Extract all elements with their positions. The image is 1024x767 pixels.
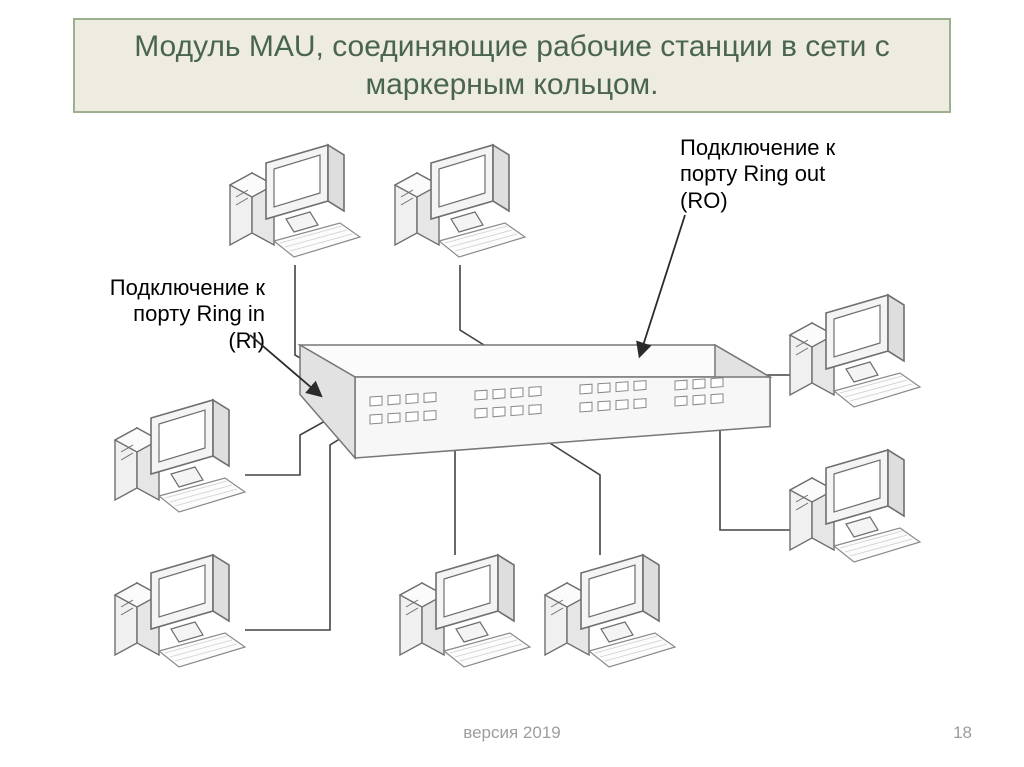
hub-port xyxy=(693,395,705,405)
hub-port xyxy=(388,413,400,423)
hub-port xyxy=(634,399,646,409)
ws-top-1 xyxy=(230,145,360,257)
ws-left-2 xyxy=(115,555,245,667)
hub-port xyxy=(598,383,610,393)
hub-port xyxy=(424,411,436,421)
hub-port xyxy=(634,381,646,391)
ws-bottom-2 xyxy=(545,555,675,667)
cable-ws-bottom-2 xyxy=(545,440,600,555)
hub-port xyxy=(711,394,723,404)
hub-port xyxy=(616,382,628,392)
hub-port xyxy=(616,400,628,410)
hub-port xyxy=(370,396,382,406)
callout-ring-out xyxy=(640,215,685,355)
hub-port xyxy=(406,394,418,404)
hub-port xyxy=(598,401,610,411)
hub-port xyxy=(711,378,723,388)
hub-port xyxy=(493,407,505,417)
ws-left-1 xyxy=(115,400,245,512)
hub-port xyxy=(424,393,436,403)
cable-ws-top-2 xyxy=(460,265,500,355)
hub-port xyxy=(475,390,487,400)
ws-bottom-1 xyxy=(400,555,530,667)
hub-port xyxy=(580,402,592,412)
hub-port xyxy=(511,406,523,416)
hub-port xyxy=(388,395,400,405)
network-diagram xyxy=(0,0,1024,767)
ws-top-2 xyxy=(395,145,525,257)
hub-port xyxy=(406,412,418,422)
hub-port xyxy=(675,396,687,406)
hub-port xyxy=(475,408,487,418)
hub-port xyxy=(511,388,523,398)
hub-port xyxy=(580,384,592,394)
footer-version: версия 2019 xyxy=(0,723,1024,743)
hub-port xyxy=(493,389,505,399)
footer-page: 18 xyxy=(953,723,972,743)
hub-port xyxy=(529,387,541,397)
hub-top xyxy=(300,345,770,377)
hub-port xyxy=(675,380,687,390)
hub-port xyxy=(693,379,705,389)
ws-right-2 xyxy=(790,450,920,562)
ws-right-1 xyxy=(790,295,920,407)
hub-port xyxy=(370,414,382,424)
hub-port xyxy=(529,405,541,415)
